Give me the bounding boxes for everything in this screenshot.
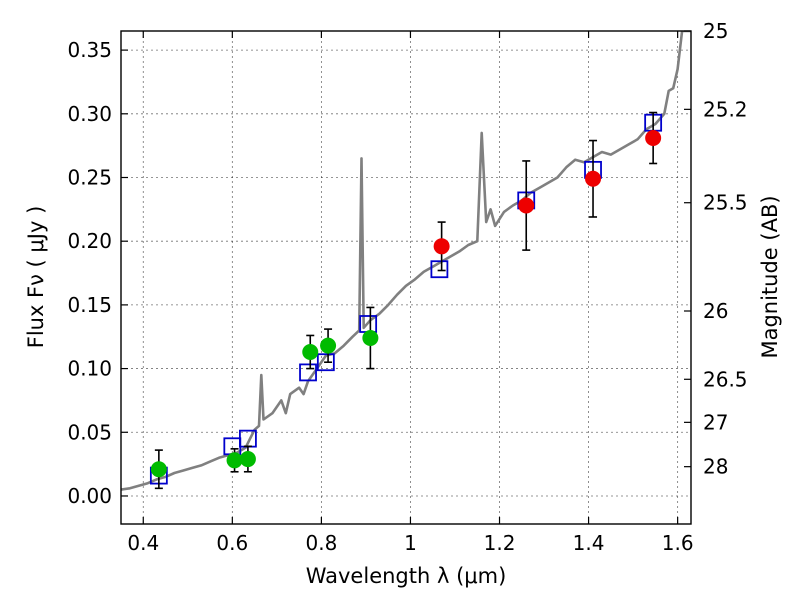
y-tick-label: 0.05	[67, 420, 112, 444]
right-tick-label: 26.5	[703, 367, 748, 391]
y-tick-label: 0.25	[67, 165, 112, 189]
observation-point	[150, 461, 167, 478]
y-axis-title: Flux Fν ( μJy )	[24, 206, 48, 349]
y-tick-label: 0.35	[67, 38, 112, 62]
y-tick-label: 0.00	[67, 484, 112, 508]
y-axis-ticks: 0.00 0.05 0.10 0.15 0.20 0.25 0.30 0.35	[67, 38, 128, 508]
right-tick-label: 25	[703, 19, 728, 43]
x-tick-label: 1	[404, 531, 417, 555]
x-tick-label: 0.4	[127, 531, 159, 555]
observation-point	[320, 337, 337, 354]
y-tick-label: 0.30	[67, 102, 112, 126]
observation-point	[645, 130, 662, 147]
right-tick-label: 25.2	[703, 97, 748, 121]
y-tick-label: 0.15	[67, 293, 112, 317]
observation-point	[585, 170, 602, 187]
x-axis-title: Wavelength λ (μm)	[306, 564, 507, 588]
right-tick-label: 26	[703, 299, 728, 323]
x-tick-label: 1.4	[573, 531, 605, 555]
x-tick-label: 1.6	[662, 531, 694, 555]
observation-point	[302, 344, 319, 361]
spectrum-line	[121, 31, 691, 491]
grid	[121, 31, 691, 524]
y-tick-label: 0.10	[67, 357, 112, 381]
model-square-point	[430, 260, 449, 279]
model-square-point	[299, 363, 317, 382]
right-tick-label: 28	[703, 455, 728, 479]
right-axis-ticks: 25 25.2 25.5 26 26.5 27 28	[684, 19, 748, 479]
observation-point	[239, 451, 256, 468]
model-square-point	[316, 353, 335, 372]
plot-frame	[120, 30, 692, 525]
x-tick-label: 0.6	[216, 531, 248, 555]
y-tick-label: 0.20	[67, 229, 112, 253]
x-tick-label: 1.2	[484, 531, 516, 555]
observation-point	[226, 452, 243, 469]
right-tick-label: 25.5	[703, 191, 748, 215]
x-axis-ticks: 0.4 0.6 0.8 1 1.2 1.4 1.6	[127, 31, 694, 555]
spectrum-line-layer	[121, 31, 691, 491]
model-square-layer	[149, 113, 663, 485]
observation-point-layer	[150, 130, 662, 478]
x-tick-label: 0.8	[305, 531, 337, 555]
right-tick-label: 27	[703, 410, 728, 434]
observation-point	[433, 238, 450, 255]
right-axis-title: Magnitude (AB)	[758, 195, 782, 358]
observation-point	[362, 330, 379, 347]
observation-point	[518, 197, 535, 214]
